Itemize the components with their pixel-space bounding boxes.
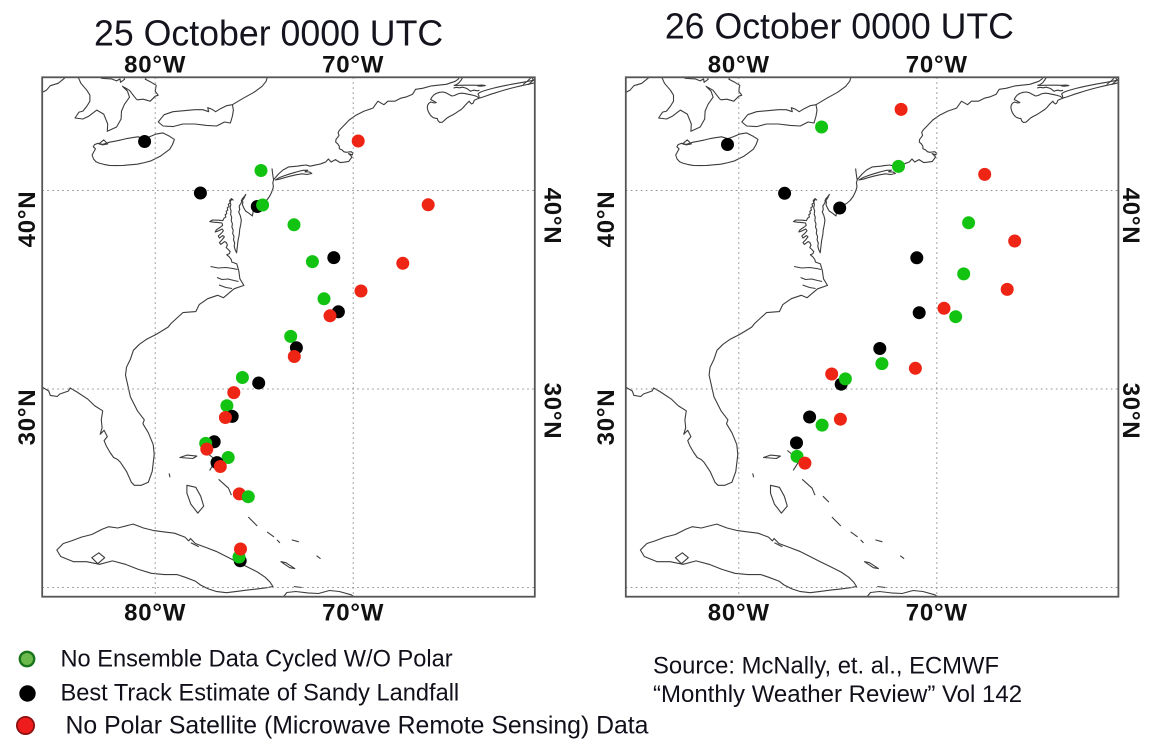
svg-text:80°W: 80°W [708, 52, 770, 79]
svg-text:“Monthly Weather Review” Vol 1: “Monthly Weather Review” Vol 142 [653, 681, 1022, 708]
svg-text:70°W: 70°W [322, 600, 384, 627]
svg-text:No Ensemble Data Cycled W/O Po: No Ensemble Data Cycled W/O Polar [61, 647, 453, 673]
svg-text:80°W: 80°W [124, 52, 186, 79]
svg-text:40°N: 40°N [14, 191, 41, 248]
svg-text:70°W: 70°W [322, 52, 384, 79]
svg-text:26 October 0000 UTC: 26 October 0000 UTC [665, 7, 1014, 47]
svg-text:30°N: 30°N [1117, 383, 1144, 440]
svg-text:30°N: 30°N [593, 389, 620, 446]
svg-text:30°N: 30°N [539, 383, 566, 440]
svg-text:70°W: 70°W [906, 52, 968, 79]
svg-text:40°N: 40°N [539, 188, 566, 245]
svg-text:25 October 0000 UTC: 25 October 0000 UTC [94, 13, 443, 53]
svg-text:Source: McNally, et. al., ECMW: Source: McNally, et. al., ECMWF [653, 653, 999, 680]
svg-text:30°N: 30°N [14, 389, 41, 446]
svg-text:70°W: 70°W [906, 600, 968, 627]
svg-text:40°N: 40°N [1117, 188, 1144, 245]
svg-text:Best Track Estimate of Sandy L: Best Track Estimate of Sandy Landfall [61, 681, 460, 707]
svg-text:No Polar Satellite (Microwave: No Polar Satellite (Microwave Remote Sen… [66, 713, 649, 740]
svg-text:40°N: 40°N [593, 191, 620, 248]
svg-text:80°W: 80°W [708, 600, 770, 627]
svg-text:80°W: 80°W [124, 600, 186, 627]
